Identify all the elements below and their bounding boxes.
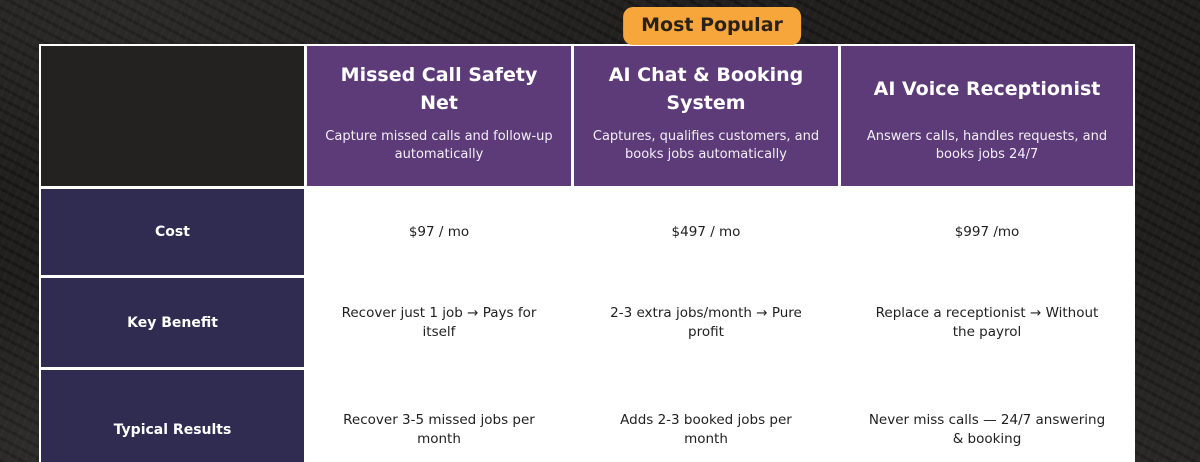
cell-key-benefit-missed-call: Recover just 1 job → Pays for itself	[307, 278, 571, 367]
column-subtitle: Captures, qualifies customers, and books…	[592, 129, 820, 163]
column-subtitle: Capture missed calls and follow-up autom…	[325, 129, 553, 163]
column-title: Missed Call Safety Net	[340, 64, 538, 114]
pricing-comparison-table: Missed Call Safety Net Capture missed ca…	[39, 44, 1135, 462]
column-title: AI Voice Receptionist	[873, 78, 1101, 101]
row-label-cost: Cost	[41, 189, 304, 275]
row-label-key-benefit: Key Benefit	[41, 278, 304, 367]
column-header-missed-call-safety-net: Missed Call Safety Net Capture missed ca…	[307, 46, 571, 186]
column-header-ai-voice-receptionist: AI Voice Receptionist Answers calls, han…	[841, 46, 1133, 186]
table-corner-cell	[41, 46, 304, 186]
cell-typical-results-ai-chat: Adds 2-3 booked jobs per month	[574, 370, 838, 462]
most-popular-badge: Most Popular	[623, 7, 801, 45]
column-subtitle: Answers calls, handles requests, and boo…	[866, 129, 1108, 163]
cell-key-benefit-ai-voice: Replace a receptionist → Without the pay…	[841, 278, 1133, 367]
column-header-ai-chat-booking-system: AI Chat & Booking System Captures, quali…	[574, 46, 838, 186]
cell-cost-ai-voice: $997 /mo	[841, 189, 1133, 275]
cell-cost-ai-chat: $497 / mo	[574, 189, 838, 275]
cell-cost-missed-call: $97 / mo	[307, 189, 571, 275]
row-label-typical-results: Typical Results	[41, 370, 304, 462]
cell-typical-results-missed-call: Recover 3-5 missed jobs per month	[307, 370, 571, 462]
cell-typical-results-ai-voice: Never miss calls — 24/7 answering & book…	[841, 370, 1133, 462]
cell-key-benefit-ai-chat: 2-3 extra jobs/month → Pure profit	[574, 278, 838, 367]
column-title: AI Chat & Booking System	[608, 64, 804, 114]
